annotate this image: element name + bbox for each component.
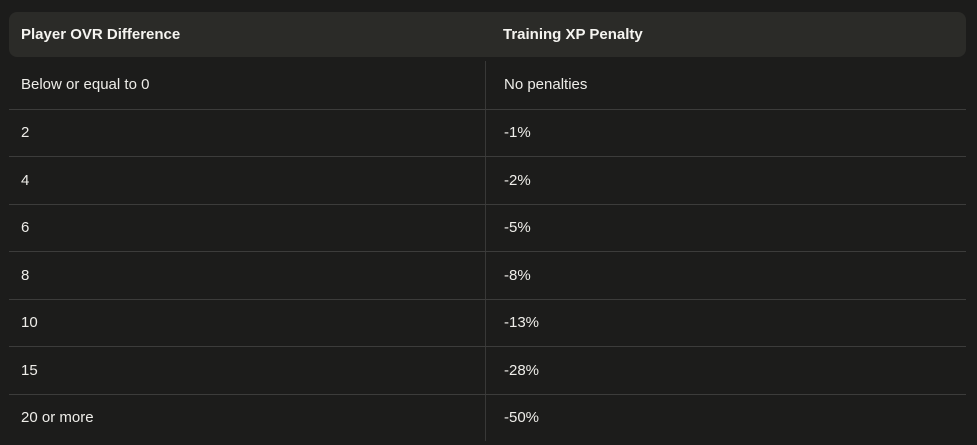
ovr-difference-cell: 8: [21, 266, 30, 284]
xp-penalty-cell: -2%: [485, 157, 966, 204]
table-row: 2 -1%: [9, 108, 966, 156]
xp-penalty-cell: -5%: [485, 204, 966, 251]
xp-penalty-cell: -1%: [485, 109, 966, 156]
table-row: 20 or more -50%: [9, 393, 966, 441]
xp-penalty-cell: -13%: [485, 299, 966, 346]
xp-penalty-cell: -50%: [485, 394, 966, 441]
ovr-difference-cell: 20 or more: [21, 409, 94, 427]
ovr-difference-cell: 6: [21, 219, 30, 237]
table-row: 4 -2%: [9, 156, 966, 204]
table-row: 6 -5%: [9, 203, 966, 251]
table-row: Below or equal to 0 No penalties: [9, 61, 966, 109]
ovr-difference-cell: Below or equal to 0: [21, 76, 150, 94]
ovr-difference-cell: 4: [21, 171, 30, 189]
header-ovr-difference: Player OVR Difference: [21, 26, 181, 43]
ovr-difference-cell: 10: [21, 314, 38, 332]
table-row: 15 -28%: [9, 346, 966, 394]
xp-penalty-cell: -8%: [485, 252, 966, 299]
xp-penalty-cell: -28%: [485, 347, 966, 394]
ovr-difference-cell: 15: [21, 361, 38, 379]
table-row: 10 -13%: [9, 298, 966, 346]
table-row: 8 -8%: [9, 251, 966, 299]
table-header-row: Player OVR Difference Training XP Penalt…: [9, 12, 966, 57]
header-xp-penalty: Training XP Penalty: [503, 26, 643, 43]
xp-penalty-cell: No penalties: [485, 61, 966, 109]
ovr-difference-cell: 2: [21, 124, 30, 142]
